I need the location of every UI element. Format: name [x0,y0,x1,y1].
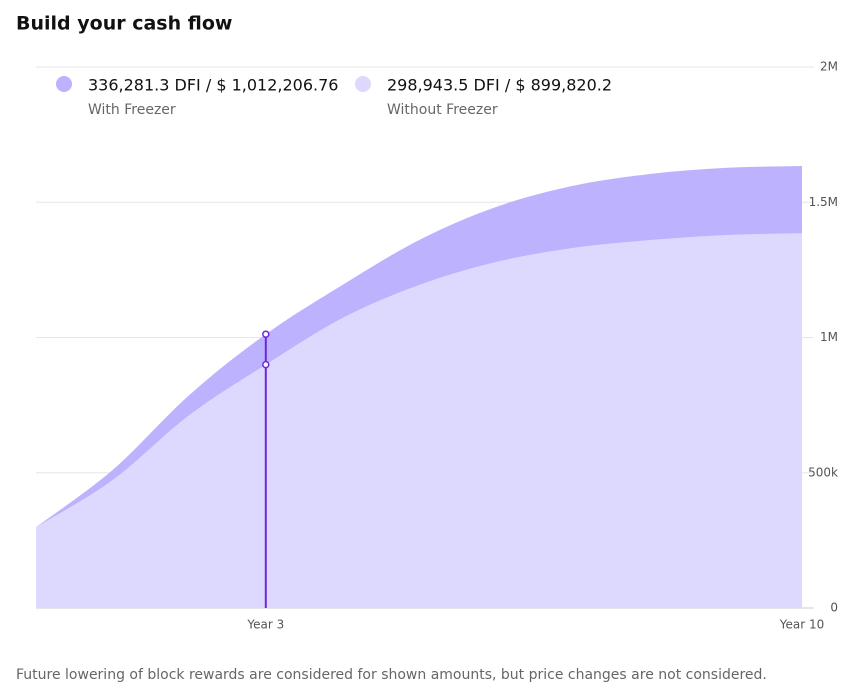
x-tick-label: Year 3 [246,618,284,632]
legend-label: Without Freezer [387,102,498,118]
y-tick-label: 2M [820,60,838,74]
hover-point [262,330,270,338]
legend-label: With Freezer [88,102,176,118]
y-tick-label: 500k [808,465,838,479]
hover-point [262,360,270,369]
y-tick-label: 1.5M [809,195,838,209]
y-tick-label: 0 [830,601,838,615]
x-tick-label: Year 10 [779,618,825,632]
footnote: Future lowering of block rewards are con… [16,667,767,683]
legend-value: 298,943.5 DFI / $ 899,820.2 [387,76,612,95]
y-tick-label: 1M [820,330,838,344]
chart-title: Build your cash flow [16,13,232,35]
legend-swatch [355,76,371,92]
legend-swatch [56,76,72,92]
legend-value: 336,281.3 DFI / $ 1,012,206.76 [88,76,338,95]
area [36,233,802,608]
